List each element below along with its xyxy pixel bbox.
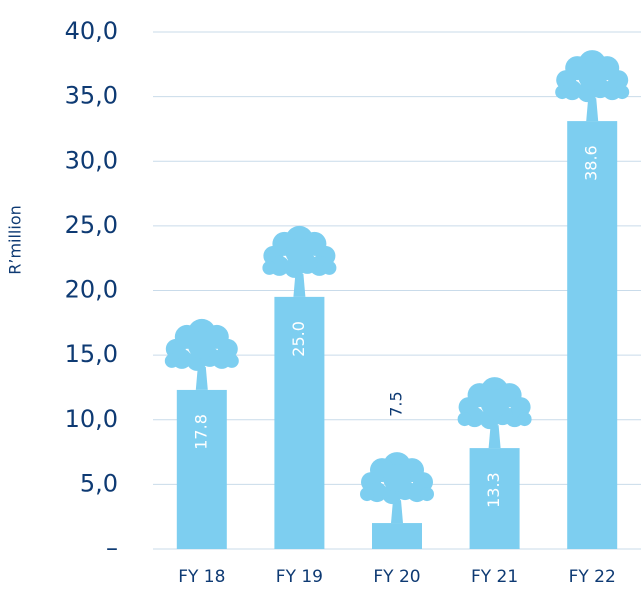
value-label: 25.0 [289, 321, 308, 357]
chart: R’million – 5,0 10,0 15,0 20,0 25,0 30,0 35,0 40… [0, 0, 641, 589]
y-tick-label: 25,0 [65, 211, 118, 239]
y-tick-label: 5,0 [80, 469, 118, 497]
bar [262, 226, 336, 549]
value-label: 13.3 [484, 472, 503, 508]
y-tick-label: – [106, 534, 118, 562]
y-axis-label: R’million [6, 205, 25, 275]
bar [458, 377, 532, 549]
y-tick-label: 10,0 [65, 405, 118, 433]
y-tick-label: 15,0 [65, 340, 118, 368]
y-tick-label: 30,0 [65, 146, 118, 174]
x-tick-label: FY 19 [276, 567, 323, 587]
y-tick-label: 40,0 [65, 17, 118, 45]
x-tick-label: FY 18 [178, 567, 225, 587]
y-tick-label: 35,0 [65, 82, 118, 110]
x-tick-label: FY 22 [569, 567, 616, 587]
bar [555, 50, 629, 549]
x-tick-label: FY 21 [471, 567, 518, 587]
x-tick-label: FY 20 [373, 567, 420, 587]
bar [360, 452, 434, 549]
y-tick-label: 20,0 [65, 276, 118, 304]
value-label: 38.6 [582, 145, 601, 181]
value-label: 17.8 [191, 414, 210, 450]
value-label: 7.5 [387, 391, 406, 416]
